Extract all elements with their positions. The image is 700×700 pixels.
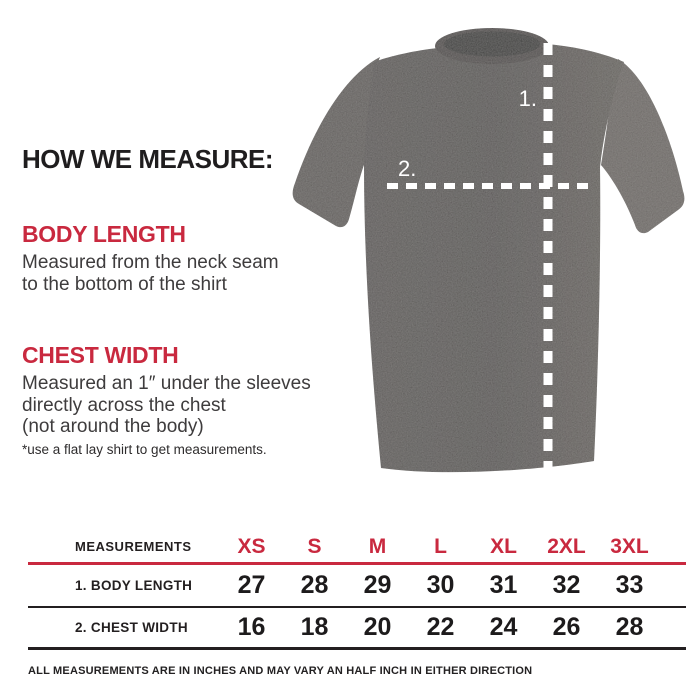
size-column-3xl: 3XL (610, 534, 649, 558)
chest-width-desc-line: Measured an 1″ under the sleeves (22, 373, 311, 394)
tshirt-left-sleeve (292, 57, 380, 228)
body-length-value-xs: 27 (237, 571, 266, 599)
size-column-xs: XS (237, 534, 266, 558)
table-divider-red (28, 562, 686, 565)
body-length-heading: BODY LENGTH (22, 221, 186, 247)
size-column-l: L (434, 534, 447, 558)
table-row-body-length: 1. BODY LENGTH 27 28 29 30 31 32 33 (28, 565, 686, 606)
tshirt-body (364, 42, 624, 473)
row-label-chest-width: 2. CHEST WIDTH (75, 620, 188, 635)
chest-width-value-3xl: 28 (615, 613, 644, 641)
chest-width-value-l: 22 (426, 613, 455, 641)
body-length-desc-line: Measured from the neck seam (22, 252, 279, 273)
flat-lay-note: *use a flat lay shirt to get measurement… (22, 441, 267, 457)
marker-1-label: 1. (519, 86, 537, 111)
section-body-length: BODY LENGTH Measured from the neck seam … (22, 221, 279, 295)
body-length-value-2xl: 32 (552, 571, 581, 599)
chest-width-desc-line: directly across the chest (22, 394, 226, 416)
size-column-xl: XL (490, 534, 517, 558)
chest-width-value-xs: 16 (237, 613, 266, 641)
table-divider-bottom (28, 647, 686, 650)
body-length-value-3xl: 33 (615, 571, 644, 599)
chest-width-value-2xl: 26 (552, 613, 581, 641)
measurement-diagram: 1. 2. (280, 15, 700, 490)
chest-width-heading: CHEST WIDTH (22, 342, 179, 368)
page-title: HOW WE MEASURE: (22, 144, 274, 174)
body-length-value-xl: 31 (489, 571, 518, 599)
size-table: MEASUREMENTS XS S M L XL 2XL 3XL 1. BODY… (28, 531, 686, 677)
section-chest-width: CHEST WIDTH Measured an 1″ under the sle… (22, 342, 311, 458)
size-column-2xl: 2XL (547, 534, 586, 558)
tshirt-right-sleeve (601, 59, 685, 234)
chest-width-value-s: 18 (300, 613, 329, 641)
size-column-s: S (307, 534, 322, 558)
marker-2-label: 2. (398, 156, 416, 181)
body-length-desc-line: to the bottom of the shirt (22, 273, 227, 295)
chest-width-value-m: 20 (363, 613, 392, 641)
table-header-row: MEASUREMENTS XS S M L XL 2XL 3XL (28, 531, 686, 562)
size-column-m: M (368, 534, 387, 558)
table-footnote: ALL MEASUREMENTS ARE IN INCHES AND MAY V… (28, 665, 533, 677)
body-length-value-m: 29 (363, 571, 392, 599)
body-length-value-s: 28 (300, 571, 329, 599)
tshirt-graphic: 1. 2. (292, 28, 685, 473)
row-label-body-length: 1. BODY LENGTH (75, 578, 193, 593)
table-divider (28, 606, 686, 608)
collar-opening (444, 31, 540, 57)
chest-width-desc-line: (not around the body) (22, 416, 204, 437)
measurements-header: MEASUREMENTS (75, 539, 192, 554)
table-row-chest-width: 2. CHEST WIDTH 16 18 20 22 24 26 28 (28, 608, 686, 647)
body-length-value-l: 30 (426, 571, 455, 599)
chest-width-value-xl: 24 (489, 613, 518, 641)
